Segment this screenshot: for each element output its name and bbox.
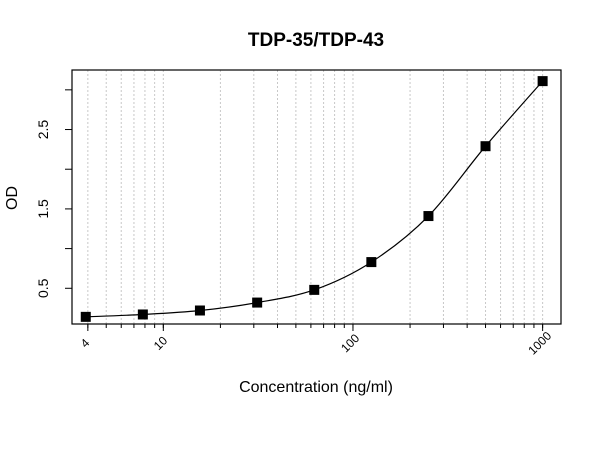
fitted-curve-line <box>85 80 544 318</box>
chart-title: TDP-35/TDP-43 <box>248 30 384 51</box>
x-tick-label: 100 <box>338 331 362 355</box>
y-tick-label: 0.5 <box>35 278 51 298</box>
y-tick-label: 1.5 <box>35 199 51 219</box>
axes: 4 10 100 1000 0.5 1.5 2.5 <box>35 89 554 358</box>
data-point <box>480 141 491 152</box>
data-point <box>252 297 263 308</box>
y-tick-label: 2.5 <box>35 120 51 140</box>
fitted-curve <box>85 80 544 318</box>
data-point <box>137 309 148 320</box>
data-point <box>80 311 91 322</box>
x-tick-label: 1000 <box>525 329 554 358</box>
x-tick-label: 4 <box>78 336 93 351</box>
data-point <box>194 305 205 316</box>
data-points <box>80 76 548 322</box>
data-point <box>537 76 548 87</box>
plot-frame <box>71 69 562 325</box>
x-tick-label: 10 <box>151 333 171 353</box>
data-point <box>366 257 377 268</box>
y-axis-label: OD <box>4 186 21 210</box>
data-point <box>423 211 434 222</box>
data-point <box>309 284 320 295</box>
x-axis-label: Concentration (ng/ml) <box>239 379 393 396</box>
